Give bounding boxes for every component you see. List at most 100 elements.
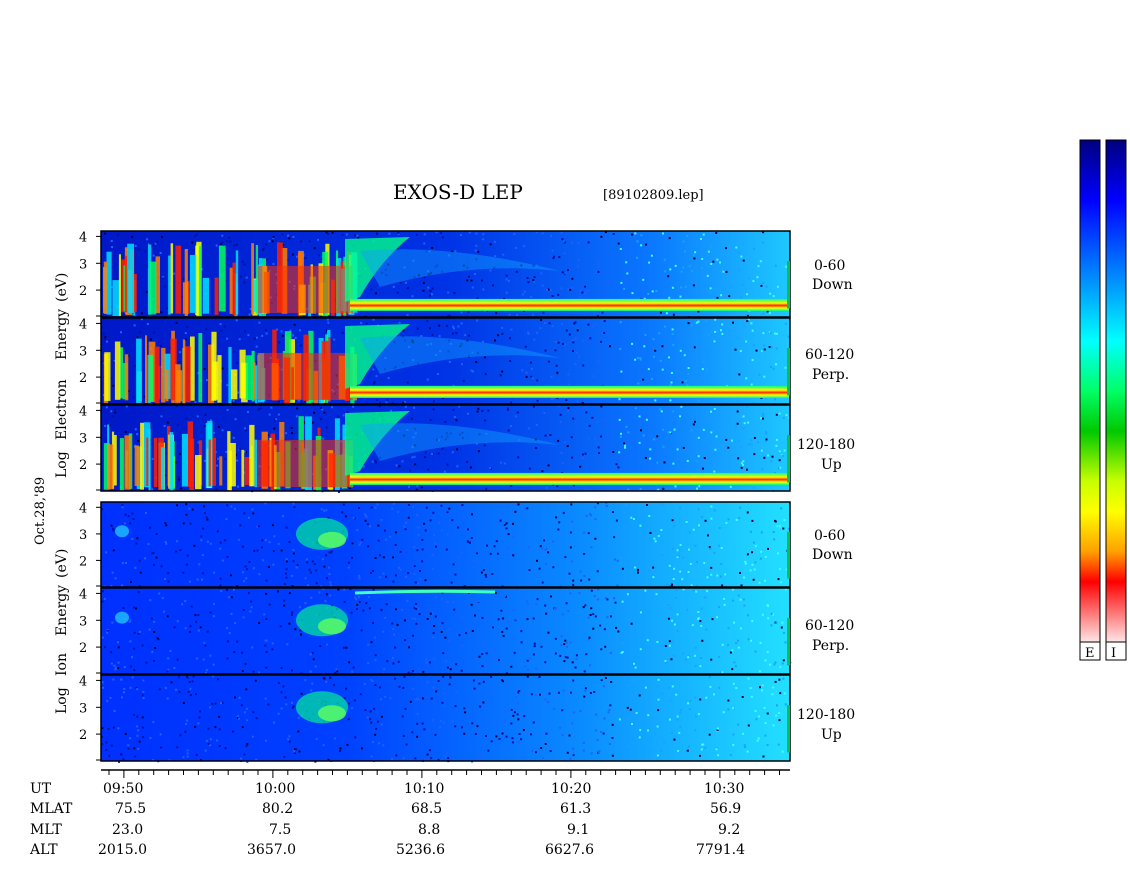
noise-pixel bbox=[689, 700, 692, 703]
noise-pixel bbox=[777, 578, 780, 581]
noise-pixel bbox=[303, 400, 306, 403]
noise-pixel bbox=[738, 373, 741, 376]
noise-pixel bbox=[457, 556, 460, 559]
noise-pixel bbox=[365, 515, 368, 518]
noise-pixel bbox=[532, 653, 535, 656]
noise-pixel bbox=[760, 284, 763, 287]
noise-pixel bbox=[738, 252, 741, 255]
noise-pixel bbox=[501, 370, 504, 373]
noise-pixel bbox=[538, 567, 541, 570]
noise-pixel bbox=[702, 428, 705, 431]
noise-pixel bbox=[505, 274, 508, 277]
noise-pixel bbox=[289, 329, 292, 332]
noise-pixel bbox=[563, 660, 566, 663]
noise-pixel bbox=[645, 418, 648, 421]
noise-pixel bbox=[418, 274, 420, 277]
noise-pixel bbox=[167, 580, 170, 583]
ion-panel-3: 432 bbox=[79, 674, 791, 763]
noise-pixel bbox=[135, 607, 137, 610]
noise-pixel bbox=[166, 615, 169, 618]
noise-pixel bbox=[235, 361, 238, 364]
noise-pixel bbox=[717, 754, 720, 757]
noise-pixel bbox=[619, 435, 622, 438]
noise-pixel bbox=[738, 419, 741, 421]
noise-pixel bbox=[541, 232, 544, 235]
noise-pixel bbox=[416, 722, 419, 725]
noise-pixel bbox=[435, 545, 437, 548]
row-label-mlt: MLT bbox=[30, 822, 62, 838]
noise-pixel bbox=[507, 429, 510, 432]
noise-pixel bbox=[766, 744, 769, 746]
noise-pixel bbox=[565, 602, 568, 605]
noise-pixel bbox=[620, 432, 622, 435]
noise-pixel bbox=[665, 583, 668, 586]
burst-streak bbox=[251, 350, 255, 402]
noise-pixel bbox=[600, 235, 603, 238]
noise-pixel bbox=[414, 432, 417, 435]
noise-pixel bbox=[412, 634, 414, 637]
noise-pixel bbox=[724, 322, 727, 324]
noise-pixel bbox=[661, 345, 664, 348]
noise-pixel bbox=[431, 612, 434, 615]
noise-pixel bbox=[639, 524, 642, 527]
noise-pixel bbox=[175, 688, 177, 691]
noise-pixel bbox=[470, 537, 473, 539]
noise-pixel bbox=[567, 288, 570, 291]
noise-pixel bbox=[720, 547, 723, 549]
noise-pixel bbox=[469, 541, 471, 544]
noise-pixel bbox=[265, 579, 268, 582]
noise-pixel bbox=[189, 625, 192, 628]
noise-pixel bbox=[371, 460, 374, 463]
noise-pixel bbox=[547, 551, 550, 554]
noise-pixel bbox=[505, 522, 508, 525]
noise-pixel bbox=[759, 557, 762, 560]
noise-pixel bbox=[443, 470, 446, 473]
noise-pixel bbox=[432, 657, 435, 660]
noise-pixel bbox=[474, 733, 477, 735]
noise-pixel bbox=[203, 512, 206, 515]
noise-pixel bbox=[515, 696, 518, 698]
burst-streak bbox=[249, 424, 255, 487]
noise-pixel bbox=[667, 584, 670, 587]
noise-pixel bbox=[104, 232, 106, 235]
noise-pixel bbox=[634, 232, 637, 235]
noise-pixel bbox=[569, 531, 572, 534]
noise-pixel bbox=[447, 601, 450, 604]
burst-streak bbox=[254, 439, 258, 488]
noise-pixel bbox=[295, 415, 298, 418]
noise-pixel bbox=[392, 580, 395, 583]
noise-pixel bbox=[528, 427, 531, 430]
noise-pixel bbox=[579, 710, 582, 712]
noise-pixel bbox=[763, 706, 766, 709]
noise-pixel bbox=[710, 573, 713, 576]
low-energy-band bbox=[350, 472, 790, 485]
i-panel1-angle: 0-60 bbox=[814, 528, 845, 544]
noise-pixel bbox=[250, 606, 253, 609]
noise-pixel bbox=[520, 630, 523, 633]
noise-pixel bbox=[557, 528, 560, 531]
noise-pixel bbox=[378, 402, 381, 404]
noise-pixel bbox=[226, 384, 229, 387]
noise-pixel bbox=[760, 449, 763, 452]
noise-pixel bbox=[778, 678, 781, 681]
noise-pixel bbox=[515, 504, 518, 506]
noise-pixel bbox=[566, 445, 569, 448]
noise-pixel bbox=[179, 734, 182, 737]
noise-pixel bbox=[531, 368, 533, 370]
noise-pixel bbox=[414, 617, 417, 620]
noise-pixel bbox=[503, 720, 506, 723]
noise-pixel bbox=[114, 411, 117, 414]
noise-pixel bbox=[717, 447, 720, 450]
noise-pixel bbox=[412, 687, 415, 690]
noise-pixel bbox=[277, 682, 280, 684]
noise-pixel bbox=[245, 451, 247, 454]
noise-pixel bbox=[322, 744, 325, 747]
ion-early-spot bbox=[115, 525, 129, 538]
noise-pixel bbox=[165, 524, 168, 527]
noise-pixel bbox=[702, 233, 705, 236]
noise-pixel bbox=[191, 508, 194, 511]
noise-pixel bbox=[499, 604, 502, 607]
noise-pixel bbox=[265, 651, 268, 653]
noise-pixel bbox=[759, 686, 761, 689]
noise-pixel bbox=[429, 327, 431, 330]
